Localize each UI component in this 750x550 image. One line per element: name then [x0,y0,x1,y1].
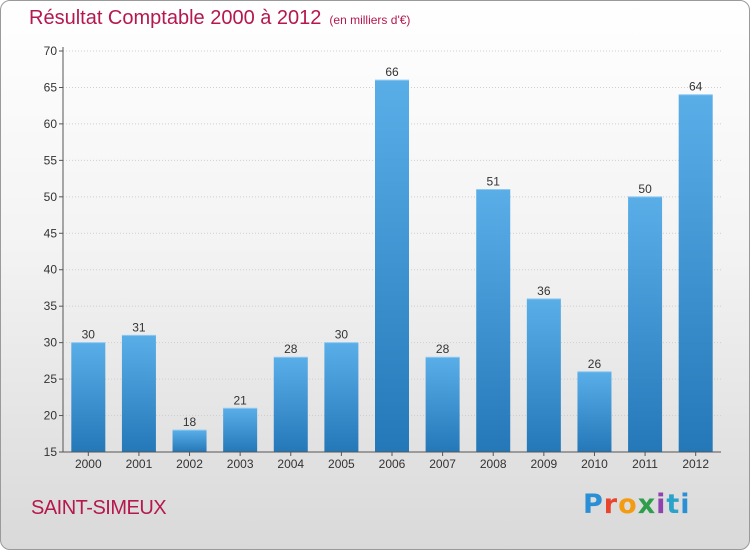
logo-letter: i [680,489,691,520]
bar-value-label: 28 [436,342,450,356]
logo-letter: t [666,489,681,520]
y-tick-label: 70 [44,44,58,58]
bar [273,357,308,452]
bar [425,357,460,452]
x-tick-label: 2011 [632,457,658,471]
proxiti-logo[interactable]: Proxiti [583,489,691,520]
bar-value-label: 50 [638,182,652,196]
bar-value-label: 28 [284,342,298,356]
x-tick-label: 2001 [126,457,153,471]
x-tick-label: 2005 [328,457,355,471]
y-tick-label: 45 [44,226,58,240]
logo-letter: x [637,489,657,520]
chart-title-text: Résultat Comptable 2000 à 2012 [29,7,322,29]
y-tick-label: 40 [44,263,58,277]
y-tick-label: 30 [44,336,58,350]
logo-letter: o [618,489,638,520]
bar-value-label: 51 [487,175,501,189]
bar [375,80,409,452]
x-tick-label: 2007 [429,457,456,471]
bar-value-label: 21 [233,393,247,407]
y-tick-label: 15 [44,445,58,459]
logo-letter: i [656,489,667,520]
bar [577,371,612,452]
bar [678,94,713,452]
y-tick-label: 35 [44,299,58,313]
chart-subtitle: (en milliers d'€) [329,13,411,27]
bar-value-label: 26 [588,357,602,371]
location-name: SAINT-SIMEUX [31,497,167,519]
bar [71,342,106,452]
y-tick-label: 20 [44,409,58,423]
bar [121,335,156,452]
bar [324,342,359,452]
bar-value-label: 31 [132,320,146,334]
bar [172,430,207,452]
bar-value-label: 36 [537,284,551,298]
logo-letter: P [583,489,604,520]
bar [223,408,258,452]
x-tick-label: 2000 [75,457,102,471]
bar [476,189,511,452]
x-tick-label: 2010 [581,457,608,471]
y-tick-label: 55 [44,153,58,167]
x-tick-label: 2008 [480,457,507,471]
bar-value-label: 18 [183,415,197,429]
chart-title: Résultat Comptable 2000 à 2012 (en millie… [29,7,410,30]
x-tick-label: 2012 [682,457,709,471]
bar [628,196,663,452]
y-tick-label: 25 [44,372,58,386]
bar-value-label: 30 [335,328,349,342]
y-tick-label: 60 [44,117,58,131]
y-tick-label: 50 [44,190,58,204]
logo-letter: r [603,489,619,520]
bars-layer: 30 31 18 21 28 30 66 28 51 36 26 50 64 [71,65,713,452]
bar-value-label: 30 [82,328,96,342]
x-tick-label: 2004 [277,457,304,471]
bar [526,298,561,452]
bar-value-label: 64 [689,80,703,94]
x-tick-label: 2002 [176,457,203,471]
x-tick-label: 2003 [227,457,254,471]
bar-value-label: 66 [385,65,399,79]
axis-layer: 15 20 25 30 35 40 45 50 55 60 65 70 2000 2001 2002 2003… [44,44,721,471]
x-tick-label: 2006 [379,457,406,471]
y-tick-label: 65 [44,80,58,94]
x-tick-label: 2009 [530,457,557,471]
